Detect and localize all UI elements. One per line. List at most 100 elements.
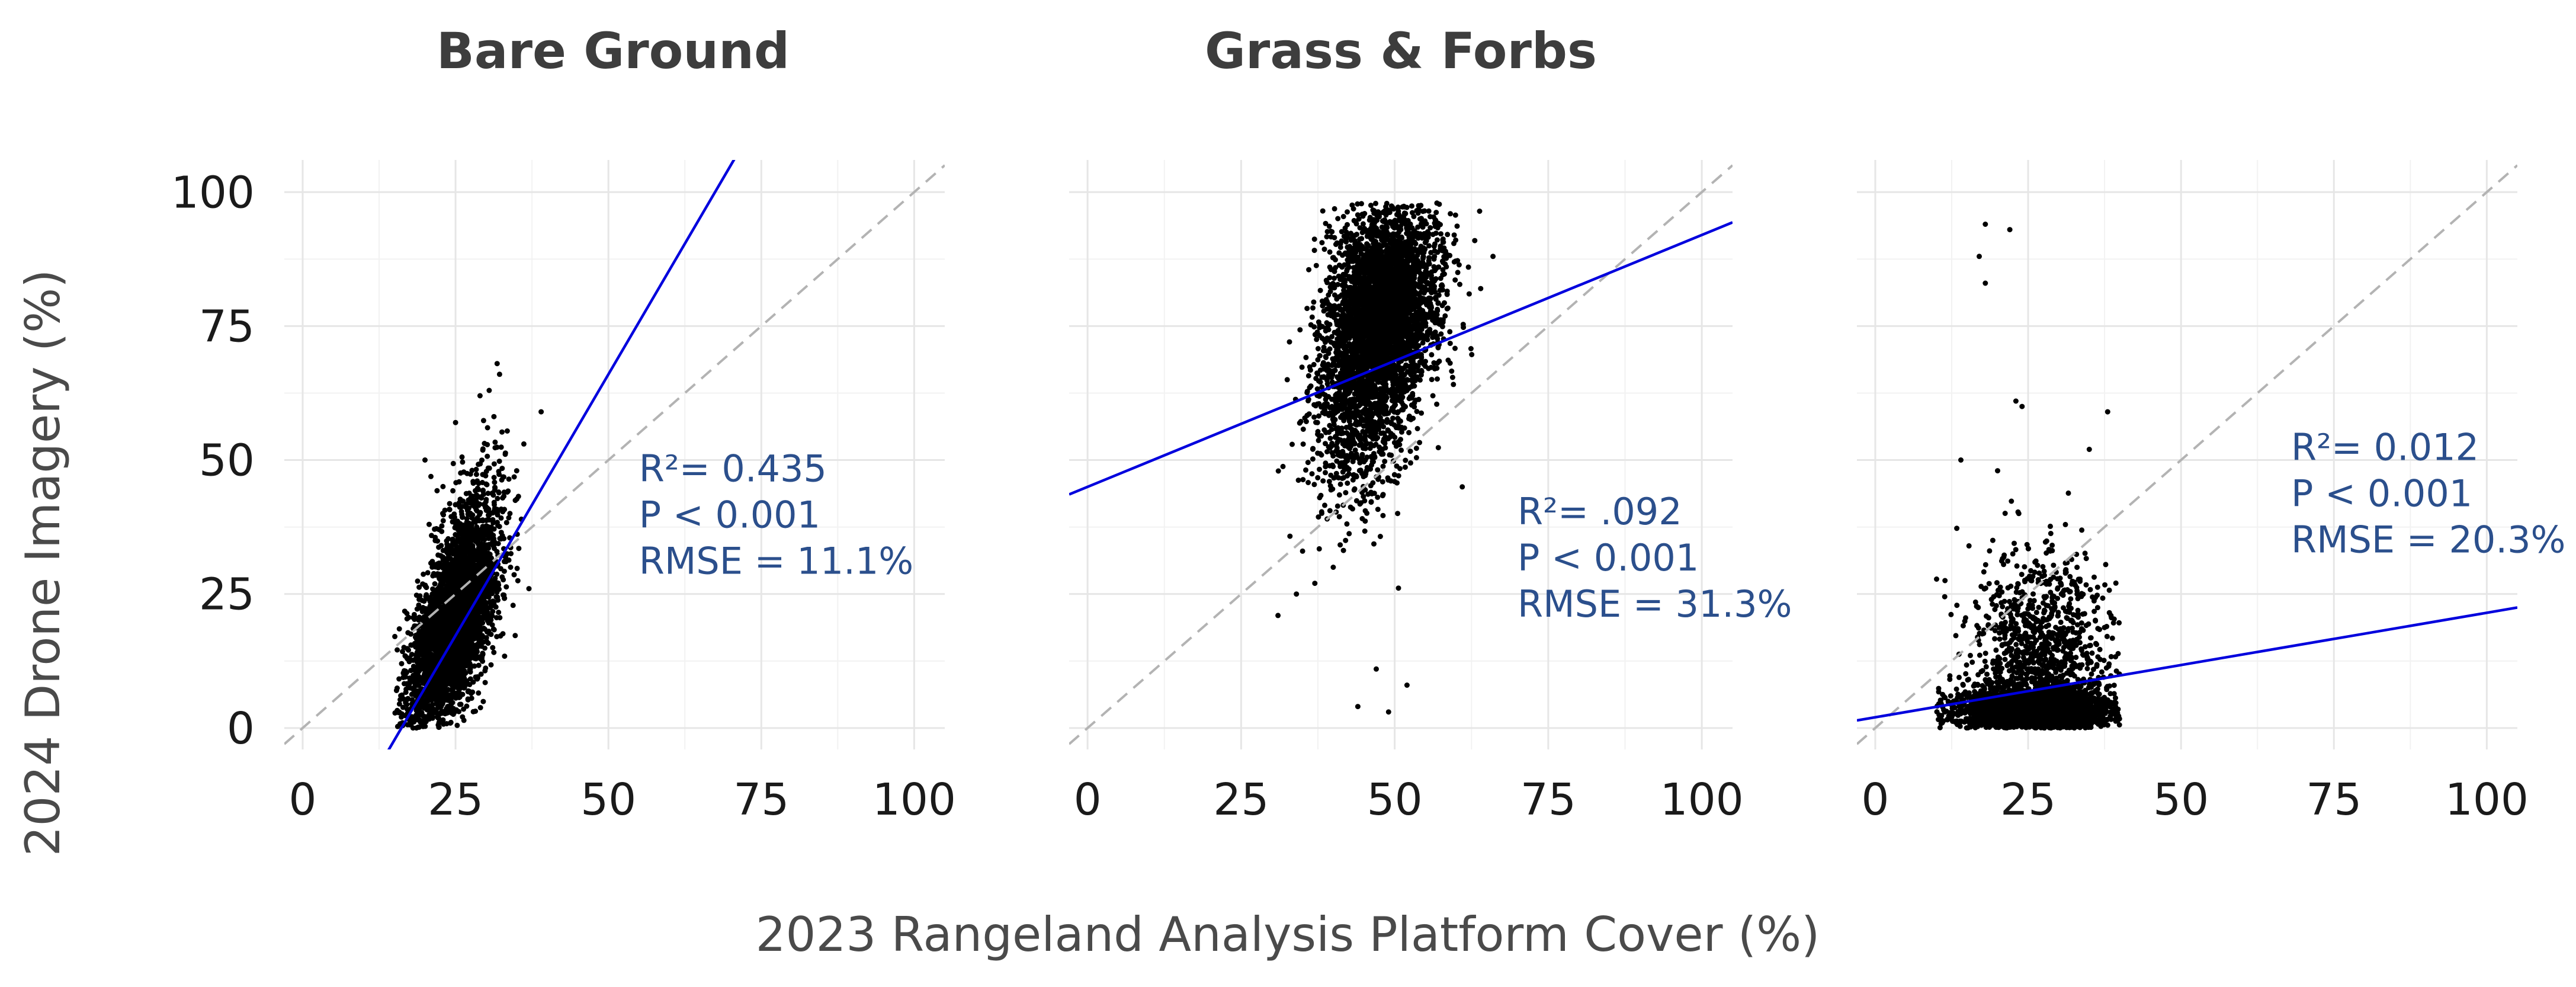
data-point [459, 454, 465, 460]
data-point [457, 521, 463, 527]
data-point [453, 419, 458, 425]
data-point [477, 629, 483, 634]
data-point [467, 650, 473, 656]
data-point [477, 535, 483, 541]
data-point [447, 501, 453, 507]
data-point [474, 494, 480, 499]
data-point [507, 511, 513, 517]
data-point [486, 509, 492, 515]
data-point [452, 514, 457, 520]
data-point [538, 409, 544, 415]
data-point [466, 535, 471, 541]
data-point [396, 709, 402, 715]
data-point [402, 608, 408, 614]
data-point [483, 638, 489, 644]
data-point [480, 652, 486, 658]
data-point [477, 642, 483, 648]
data-point [501, 568, 507, 574]
y-tick-label: 100 [171, 167, 255, 218]
data-point [460, 555, 466, 560]
data-point [448, 587, 454, 593]
data-point [474, 499, 480, 505]
data-point [485, 491, 491, 496]
data-point [487, 599, 493, 605]
data-point [450, 706, 456, 712]
data-point [470, 512, 476, 518]
data-point [1287, 339, 1292, 345]
data-point [451, 540, 457, 546]
data-point [434, 699, 440, 705]
data-point [405, 696, 410, 702]
data-point [451, 621, 457, 627]
data-point [1429, 352, 1435, 358]
data-point [460, 602, 466, 608]
data-point [436, 560, 442, 566]
data-point [1466, 291, 1472, 297]
data-point [447, 507, 453, 512]
data-point [490, 491, 496, 497]
data-point [492, 546, 497, 552]
data-point [432, 621, 438, 627]
data-point [421, 675, 427, 681]
data-point [441, 588, 447, 594]
y-tick-label: 50 [199, 435, 255, 486]
panel-title: Bare Ground [437, 22, 790, 80]
data-point [476, 540, 482, 546]
data-point [450, 686, 455, 692]
data-point [445, 567, 451, 573]
data-point [470, 616, 476, 621]
data-point [439, 523, 445, 529]
data-point [399, 692, 405, 698]
data-point [516, 546, 522, 552]
data-point [1316, 413, 1321, 419]
data-point [416, 584, 422, 590]
data-point [447, 544, 453, 550]
data-point [440, 717, 446, 723]
data-point [486, 594, 492, 600]
data-point [442, 507, 448, 513]
data-point [421, 717, 426, 723]
data-point [467, 639, 473, 645]
data-point [477, 705, 483, 710]
data-point [392, 633, 398, 639]
data-point [494, 571, 500, 577]
data-point [495, 597, 501, 603]
data-point [425, 570, 431, 576]
data-point [1455, 270, 1461, 275]
y-tick-label: 0 [227, 703, 255, 754]
data-point [496, 610, 502, 616]
data-point [1311, 248, 1317, 254]
data-point [510, 603, 516, 608]
data-point [420, 680, 426, 686]
data-point [456, 709, 462, 714]
data-point [451, 681, 457, 687]
data-point [1323, 297, 1329, 303]
data-point [480, 472, 486, 478]
data-point [483, 499, 489, 505]
data-point [491, 649, 497, 655]
data-point [464, 654, 470, 660]
data-point [499, 535, 505, 540]
data-point [454, 666, 460, 672]
data-point [498, 515, 504, 521]
data-point [494, 580, 500, 586]
data-point [502, 507, 508, 512]
data-point [394, 685, 400, 691]
data-point [1409, 203, 1414, 209]
data-point [485, 552, 490, 557]
data-point [436, 725, 442, 730]
data-point [1299, 364, 1305, 370]
data-point [463, 491, 469, 496]
data-point [396, 676, 402, 682]
data-point [506, 515, 512, 521]
data-point [466, 576, 472, 582]
data-point [436, 544, 442, 550]
data-point [1356, 216, 1362, 222]
identity-line [284, 164, 945, 745]
y-tick-label: 75 [199, 301, 255, 352]
data-point [421, 637, 427, 643]
data-point [1311, 236, 1317, 242]
data-point [467, 682, 473, 687]
data-point [437, 646, 442, 652]
